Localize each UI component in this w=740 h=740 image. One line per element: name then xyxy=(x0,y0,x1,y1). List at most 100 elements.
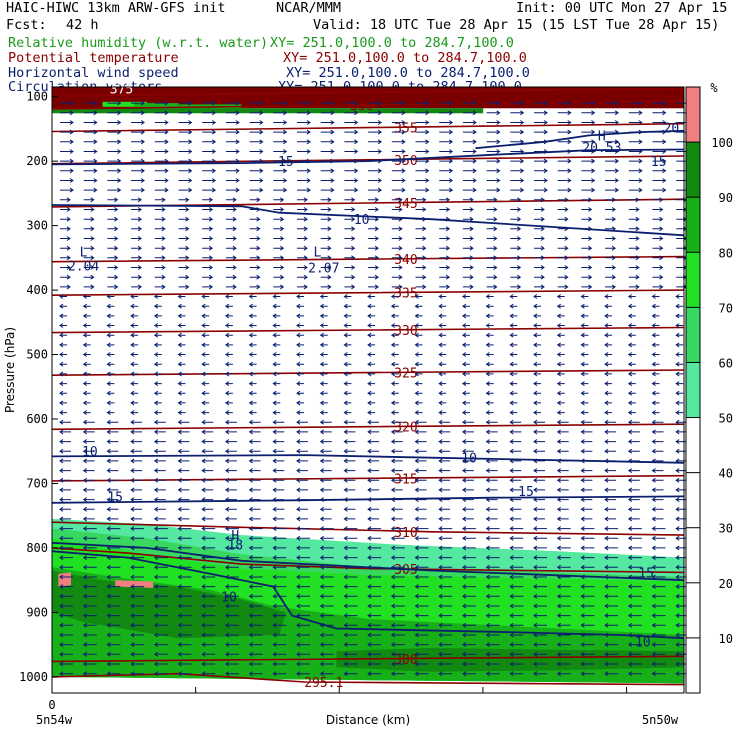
field-name-rh: Relative humidity (w.r.t. water) xyxy=(8,35,269,51)
colorbar-swatch xyxy=(686,197,700,253)
extremum-marker: H xyxy=(598,129,606,144)
theta-contour-label: 315 xyxy=(394,472,417,487)
org-label: NCAR/MMM xyxy=(276,0,342,16)
colorbar-swatch xyxy=(686,582,700,638)
wind-contour-label: 15 xyxy=(651,155,667,170)
colorbar-tick-label: 20 xyxy=(719,577,733,591)
colorbar-tick-label: 90 xyxy=(719,191,733,205)
theta-contour xyxy=(51,655,685,663)
theta-contour-label: 295.1 xyxy=(304,676,343,691)
y-tick-label: 1000 xyxy=(19,670,48,684)
circulation-vectors xyxy=(59,100,691,677)
wind-contour-label: 10 xyxy=(82,445,98,460)
colorbar-tick-label: 70 xyxy=(719,301,733,315)
extremum-value: 2.04 xyxy=(68,260,99,275)
theta-contour-label: 335 xyxy=(394,287,417,302)
y-tick-label: 400 xyxy=(26,283,48,297)
y-tick-label: 600 xyxy=(26,412,48,426)
theta-contour-label: 305 xyxy=(394,563,417,578)
theta-contour xyxy=(51,155,685,165)
y-tick-label: 100 xyxy=(26,90,48,104)
forecast-hours: 42 h xyxy=(66,17,99,33)
colorbar-frame xyxy=(685,86,701,694)
theta-contour-label: 310 xyxy=(394,526,417,541)
colorbar-swatch xyxy=(686,472,700,528)
y-tick-label: 500 xyxy=(26,348,48,362)
theta-contour xyxy=(51,672,685,686)
wind-contour xyxy=(475,129,685,150)
theta-contour-label: 340 xyxy=(394,253,417,268)
wind-contour xyxy=(51,454,685,464)
theta-contour xyxy=(51,122,685,133)
colorbar-tick-label: 100 xyxy=(711,136,733,150)
y-tick-label: 700 xyxy=(26,476,48,490)
colorbar-swatch xyxy=(686,362,700,418)
colorbar-swatch xyxy=(686,87,700,143)
colorbar-swatch xyxy=(686,142,700,198)
y-tick-label: 900 xyxy=(26,605,48,619)
theta-contour-label: 300 xyxy=(394,653,417,668)
valid-time: Valid: 18 UTC Tue 28 Apr 15 (15 LST Tue … xyxy=(313,17,720,33)
rh-saturated-patch xyxy=(115,580,154,588)
theta-contour xyxy=(51,521,685,536)
rh-layer xyxy=(52,570,286,639)
colorbar-unit: % xyxy=(710,81,718,95)
x-tick-label: 0 xyxy=(48,698,55,712)
wind-contour-label: 15 xyxy=(107,490,123,505)
rh-layer xyxy=(336,647,684,672)
x-endpoint-left: 5n54w xyxy=(36,713,73,727)
wind-contour xyxy=(51,204,685,237)
theta-contour-label: 320 xyxy=(394,421,417,436)
wind-contour-label: 15 xyxy=(638,566,654,581)
field-xy-theta: XY= 251.0,100.0 to 284.7,100.0 xyxy=(283,50,527,66)
colorbar-swatch xyxy=(686,252,700,308)
extremum-value: 2.07 xyxy=(308,262,339,277)
colorbar-tick-label: 30 xyxy=(719,522,733,536)
rh-saturated-patch xyxy=(58,572,71,587)
theta-contour-label: 375 xyxy=(110,82,133,97)
theta-contour-label: 355 xyxy=(394,122,417,137)
theta-contour-label: 350 xyxy=(394,154,417,169)
theta-contour xyxy=(51,289,685,296)
wind-contour xyxy=(51,495,685,504)
wind-contour-label: 15 xyxy=(518,485,534,500)
wind-contour-label: 20 xyxy=(664,122,680,137)
theta-contour xyxy=(51,100,685,110)
extremum-marker: L xyxy=(314,245,322,260)
wind-contour-label: 10 xyxy=(635,635,651,650)
y-axis-label: Pressure (hPa) xyxy=(3,327,17,413)
y-tick-label: 300 xyxy=(26,219,48,233)
y-tick-label: 800 xyxy=(26,541,48,555)
plot-frame xyxy=(51,86,685,694)
colorbar-swatch xyxy=(686,527,700,583)
colorbar-tick-label: 50 xyxy=(719,412,733,426)
extremum-value: 20.53 xyxy=(582,141,621,156)
colorbar-swatch xyxy=(686,307,700,363)
colorbar-swatch xyxy=(686,417,700,473)
init-time: Init: 00 UTC Mon 27 Apr 15 xyxy=(516,0,728,16)
theta-contour xyxy=(51,547,685,574)
y-tick-label: 200 xyxy=(26,154,48,168)
field-name-wind: Horizontal wind speed xyxy=(8,65,179,81)
theta-contour xyxy=(51,423,685,431)
extremum-value: 18 xyxy=(227,539,243,554)
colorbar-tick-label: 80 xyxy=(719,246,733,260)
wind-contour-label: 15 xyxy=(278,155,294,170)
theta-contour-label: 330 xyxy=(394,324,417,339)
theta-contour-label: 325 xyxy=(394,367,417,382)
theta-contour-label: 360 xyxy=(350,99,373,114)
colorbar-tick-label: 10 xyxy=(719,632,733,646)
rh-patch xyxy=(102,101,147,107)
extremum-marker: L xyxy=(80,245,88,260)
humidity-fill-layer xyxy=(52,87,684,684)
rh-patch xyxy=(52,108,484,114)
colorbar-tick-label: 60 xyxy=(719,356,733,370)
colorbar-swatch xyxy=(686,637,700,693)
wind-contour xyxy=(51,541,685,582)
wind-contour-label: 10 xyxy=(354,213,370,228)
colorbar: 10 20 30 40 50 60 70 80 90 100% xyxy=(685,81,733,694)
